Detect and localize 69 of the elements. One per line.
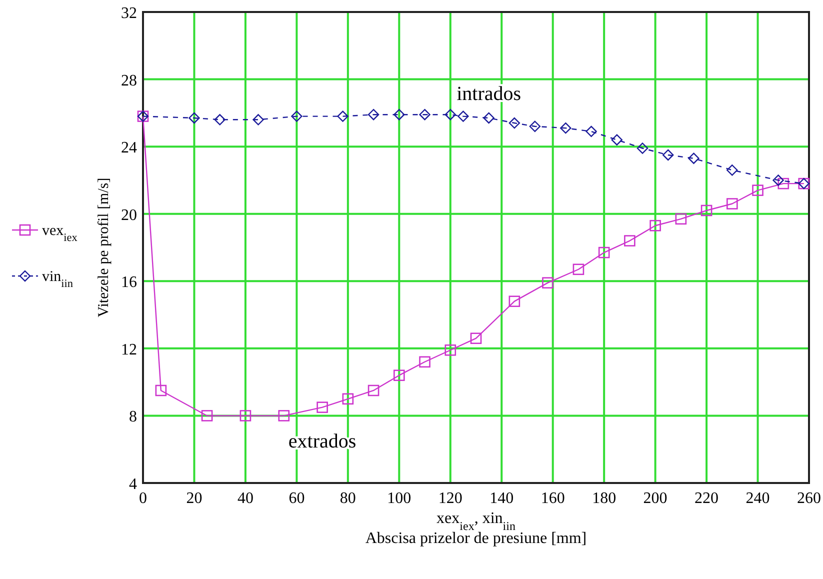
point (368, 384, 380, 396)
point (155, 384, 167, 396)
point (240, 410, 252, 422)
point (586, 126, 597, 138)
x-tick-label: 0 (139, 490, 147, 507)
point (700, 204, 712, 216)
y-tick-label: 28 (121, 72, 137, 90)
point (675, 213, 687, 225)
x-tick-label: 80 (340, 490, 356, 507)
point (572, 264, 584, 276)
point (529, 120, 541, 132)
y-tick-label: 32 (121, 5, 137, 22)
point (394, 370, 405, 381)
point (483, 112, 494, 124)
point (508, 117, 520, 129)
point (508, 296, 520, 307)
point (542, 277, 554, 288)
point (726, 198, 738, 210)
point (611, 134, 622, 146)
point (201, 410, 213, 422)
y-tick-label: 8 (129, 408, 137, 426)
x-tick-label: 160 (540, 490, 565, 507)
x-tick-label: 140 (490, 490, 514, 507)
legend-label: vin$_{iin}$ (42, 269, 74, 290)
point (368, 109, 380, 120)
x-tick-label: 120 (438, 490, 462, 507)
point (394, 109, 405, 120)
legend-label: vex$_{iex}$ (42, 223, 78, 244)
point (624, 235, 636, 246)
point (444, 109, 456, 120)
point (342, 393, 354, 405)
point (598, 246, 610, 258)
point (662, 149, 674, 161)
point (778, 178, 790, 190)
point (636, 142, 648, 154)
point (188, 112, 200, 124)
x-tick-label: 100 (387, 490, 412, 507)
point (470, 332, 482, 344)
y-tick-label: 4 (129, 476, 137, 493)
point (772, 174, 784, 186)
point (214, 114, 226, 126)
y-tick-label: 20 (121, 206, 137, 224)
x-tick-label: 240 (746, 490, 770, 507)
point (726, 164, 738, 176)
y-tick-label: 16 (121, 274, 137, 292)
point (316, 402, 328, 413)
x-tick-label: 20 (186, 490, 202, 507)
x-tick-label: 180 (592, 490, 616, 507)
y-tick-label: 24 (121, 140, 137, 157)
point (278, 410, 290, 422)
x-tick-label: 260 (797, 490, 821, 507)
x-tick-label: 200 (643, 490, 668, 507)
point (337, 110, 348, 122)
point (291, 110, 302, 122)
point (252, 114, 264, 126)
point (419, 356, 430, 368)
x-tick-label: 40 (237, 490, 254, 507)
x-tick-label: 60 (288, 490, 305, 507)
point (458, 110, 469, 122)
point (444, 344, 456, 356)
point (650, 220, 661, 232)
point (419, 109, 430, 120)
point (752, 184, 764, 196)
point (560, 122, 572, 134)
y-axis-title: Vitezele pe profil [m/s] (96, 178, 112, 318)
y-tick-label: 12 (121, 341, 137, 358)
point (688, 152, 700, 164)
x-tick-label: 220 (694, 490, 719, 507)
x-axis-title: xex$_{iex}$, xin$_{iin}$ Abscisa prizelor de presiune [mm] (365, 510, 587, 547)
